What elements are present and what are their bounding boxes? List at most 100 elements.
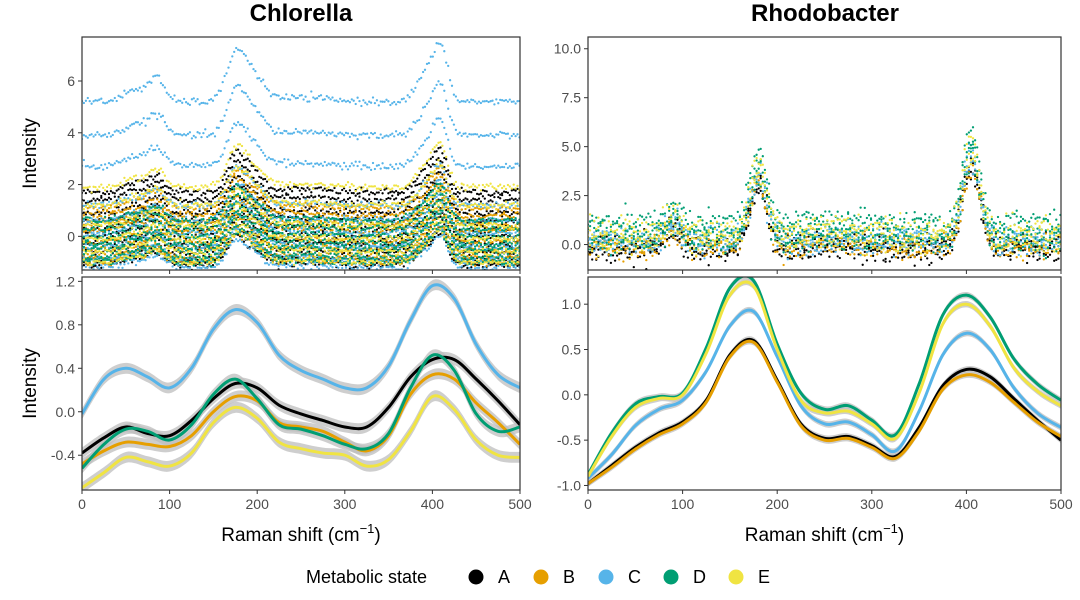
data-point — [314, 195, 317, 198]
data-point — [225, 108, 228, 112]
data-point — [502, 199, 506, 202]
data-point — [258, 214, 261, 217]
data-point — [86, 188, 89, 191]
data-point — [227, 174, 230, 178]
data-point — [439, 162, 442, 165]
data-point — [425, 194, 429, 197]
data-point — [410, 191, 413, 194]
data-point — [92, 190, 95, 194]
data-point — [105, 135, 109, 139]
data-point — [485, 190, 488, 193]
data-point — [450, 155, 454, 158]
data-point — [144, 218, 147, 221]
data-point — [117, 206, 120, 209]
data-point — [420, 187, 423, 190]
data-point — [285, 93, 288, 96]
data-point — [304, 129, 307, 132]
data-point — [142, 151, 145, 154]
data-point — [433, 178, 436, 181]
data-point — [321, 207, 325, 210]
data-point — [371, 191, 375, 195]
data-point — [144, 124, 147, 127]
data-point — [98, 166, 101, 170]
data-point — [466, 221, 469, 224]
data-point — [140, 153, 143, 157]
data-point — [225, 170, 228, 173]
data-point — [109, 99, 113, 102]
data-point — [472, 215, 475, 218]
data-point — [161, 84, 165, 87]
data-point — [314, 205, 317, 208]
data-point — [229, 98, 232, 101]
data-point — [350, 132, 353, 135]
data-point — [387, 135, 390, 138]
data-point — [516, 264, 519, 268]
data-point — [283, 207, 286, 210]
data-point — [329, 163, 332, 166]
data-point — [105, 101, 109, 104]
data-point — [404, 100, 407, 103]
data-point — [262, 231, 265, 234]
data-point — [136, 191, 140, 195]
data-point — [466, 135, 469, 138]
data-point — [425, 244, 429, 247]
data-point — [489, 219, 492, 222]
data-point — [466, 99, 469, 102]
data-point — [233, 185, 236, 188]
data-point — [423, 167, 427, 171]
data-point — [148, 215, 151, 218]
data-point — [150, 81, 153, 84]
data-point — [165, 204, 168, 207]
data-point — [364, 190, 367, 193]
data-point — [84, 99, 88, 102]
data-point — [215, 209, 219, 212]
data-point — [142, 117, 145, 120]
data-point — [290, 190, 294, 193]
data-point — [275, 163, 278, 166]
data-point — [254, 181, 257, 184]
data-point — [470, 214, 473, 217]
data-point — [339, 200, 342, 203]
data-point — [219, 190, 222, 194]
data-point — [368, 136, 371, 139]
data-point — [354, 134, 357, 137]
data-point — [298, 131, 301, 134]
data-point — [269, 95, 273, 98]
data-point — [477, 229, 481, 233]
data-point — [416, 119, 419, 122]
data-point — [156, 202, 159, 206]
data-point — [420, 76, 423, 80]
data-point — [427, 61, 431, 65]
data-point — [510, 212, 513, 216]
data-point — [437, 147, 440, 150]
data-point — [121, 159, 124, 162]
data-point — [296, 130, 299, 133]
data-point — [121, 231, 124, 235]
data-point — [477, 212, 481, 215]
data-point — [412, 180, 415, 184]
data-point — [130, 88, 134, 91]
data-point — [360, 200, 363, 203]
data-point — [265, 205, 269, 208]
data-point — [452, 192, 456, 195]
data-point — [90, 133, 93, 136]
data-point — [271, 158, 274, 161]
data-point — [402, 198, 405, 201]
data-point — [468, 218, 471, 221]
data-point — [458, 213, 461, 216]
data-point — [175, 132, 178, 136]
data-point — [373, 167, 377, 171]
data-point — [341, 188, 344, 192]
data-point — [437, 172, 440, 176]
data-point — [102, 201, 105, 204]
data-point — [229, 157, 232, 160]
data-point — [497, 133, 500, 136]
data-point — [408, 208, 411, 211]
data-point — [208, 209, 211, 213]
data-point — [125, 183, 128, 186]
data-point — [181, 212, 184, 215]
data-point — [429, 55, 432, 58]
data-point — [462, 132, 465, 135]
data-point — [429, 157, 432, 160]
data-point — [500, 192, 504, 195]
